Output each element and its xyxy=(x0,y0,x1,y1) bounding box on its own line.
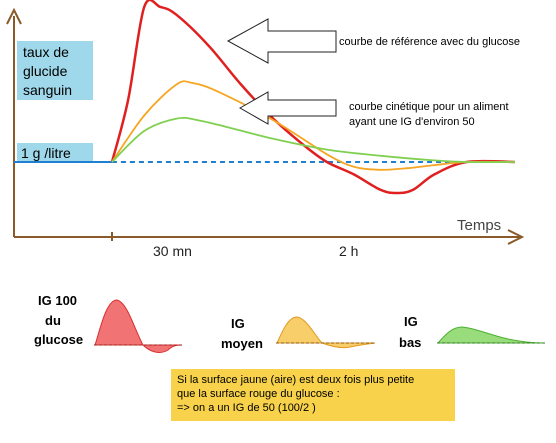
annotation-ig50-line-2: ayant une IG d'environ 50 xyxy=(349,116,475,128)
mini-label-igmoyen-1: IG xyxy=(231,316,245,331)
note-line-3: => on a un IG de 50 (100/2 ) xyxy=(177,402,316,414)
explanation-note: Si la surface jaune (aire) est deux fois… xyxy=(171,369,455,421)
ylabel-line-3: sanguin xyxy=(23,82,72,98)
mini-label-ig100-2: du xyxy=(45,313,61,328)
mini-area-ig100 xyxy=(94,299,183,353)
baseline-label: 1 g /litre xyxy=(21,145,71,161)
mini-label-igbas-2: bas xyxy=(399,335,421,350)
x-axis-title: Temps xyxy=(457,217,501,234)
mini-label-igmoyen-2: moyen xyxy=(221,336,263,351)
ylabel-line-2: glucide xyxy=(23,63,68,79)
series-reference-glucose xyxy=(110,0,516,195)
x-axis-arrow xyxy=(507,229,525,245)
mini-label-ig100-1: IG 100 xyxy=(38,293,77,308)
mini-chart-igmoyen xyxy=(276,316,376,349)
x-tick-label-30mn: 30 mn xyxy=(153,243,192,259)
baseline-label-box xyxy=(17,143,93,163)
annotation-ig50-line-1: courbe cinétique pour un aliment xyxy=(349,101,509,113)
series-ig50 xyxy=(111,80,516,171)
x-tick-label-2h: 2 h xyxy=(339,243,358,259)
annotation-arrow-ig50 xyxy=(238,91,337,125)
mini-chart-igbas xyxy=(436,326,546,344)
series-ig-low xyxy=(111,116,516,164)
annotation-reference: courbe de référence avec du glucose xyxy=(339,36,520,48)
mini-chart-ig100 xyxy=(94,299,184,353)
ylabel-line-1: taux de xyxy=(23,44,69,60)
note-line-2: que la surface rouge du glucose : xyxy=(177,388,340,400)
annotation-arrow-reference xyxy=(226,18,337,64)
y-axis-arrow xyxy=(6,7,22,25)
series-layer xyxy=(110,0,516,195)
mini-label-igbas-1: IG xyxy=(404,314,418,329)
mini-label-ig100-3: glucose xyxy=(34,332,83,347)
note-line-1: Si la surface jaune (aire) est deux fois… xyxy=(177,374,415,386)
ylabel-box xyxy=(17,41,93,100)
mini-area-igbas xyxy=(436,326,545,344)
